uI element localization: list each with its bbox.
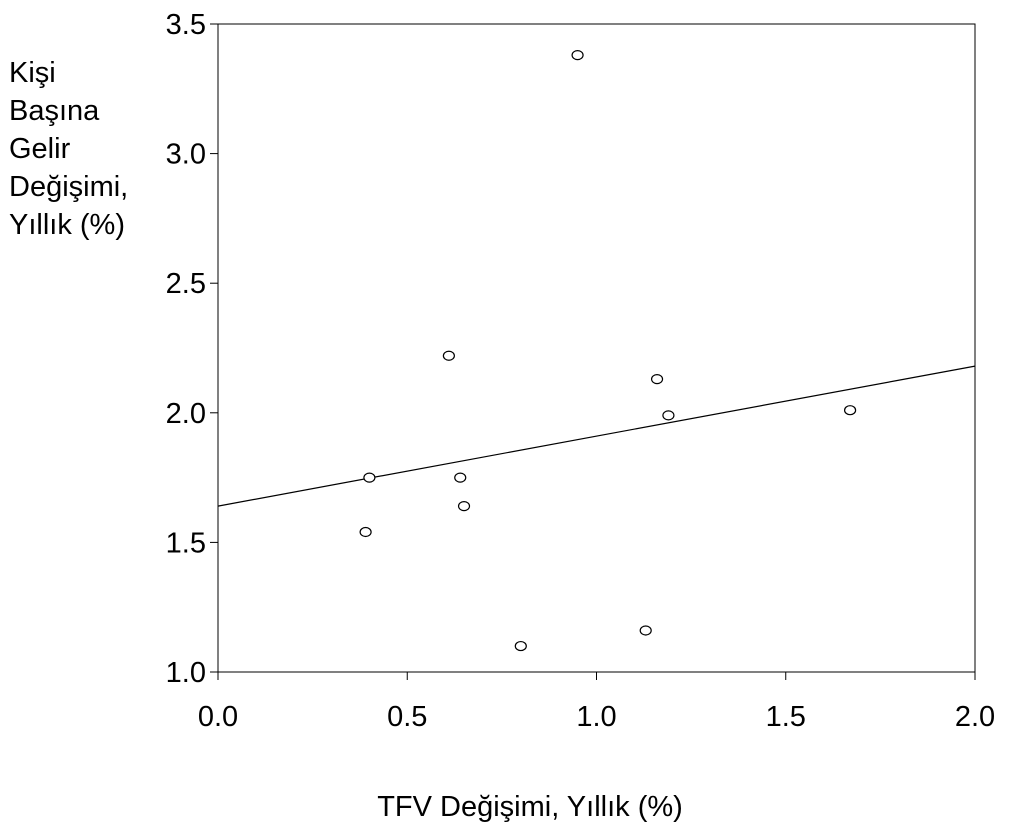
y-axis-label-line-2: Başına bbox=[9, 95, 100, 127]
y-tick-label: 2.0 bbox=[166, 398, 206, 430]
data-point bbox=[572, 51, 583, 60]
y-tick-label: 1.5 bbox=[166, 527, 206, 559]
x-tick-label: 1.5 bbox=[766, 701, 806, 733]
x-tick-label: 2.0 bbox=[955, 701, 995, 733]
data-point bbox=[845, 406, 856, 415]
y-axis-label: Kişi Başına Gelir Değişimi, Yıllık (%) bbox=[9, 57, 128, 241]
data-point bbox=[640, 626, 651, 635]
data-point bbox=[455, 473, 466, 482]
data-point bbox=[364, 473, 375, 482]
x-tick-label: 1.0 bbox=[576, 701, 616, 733]
y-tick-label: 3.0 bbox=[166, 139, 206, 171]
x-axis-label: TFV Değişimi, Yıllık (%) bbox=[377, 791, 683, 823]
y-axis-label-line-4: Değişimi, bbox=[9, 171, 128, 203]
y-tick-label: 1.0 bbox=[166, 657, 206, 689]
y-tick-label: 2.5 bbox=[166, 268, 206, 300]
y-axis-label-line-3: Gelir bbox=[9, 133, 71, 165]
x-tick-label: 0.5 bbox=[387, 701, 427, 733]
plot-frame bbox=[218, 24, 975, 672]
data-point bbox=[459, 502, 470, 511]
data-point bbox=[515, 642, 526, 651]
data-point bbox=[443, 351, 454, 360]
data-point bbox=[360, 528, 371, 537]
y-tick-label: 3.5 bbox=[166, 9, 206, 41]
data-point bbox=[652, 375, 663, 384]
y-axis-label-line-5: Yıllık (%) bbox=[9, 209, 125, 241]
y-axis-label-line-1: Kişi bbox=[9, 57, 56, 89]
x-tick-label: 0.0 bbox=[198, 701, 238, 733]
data-point bbox=[663, 411, 674, 420]
y-axis-ticks: 1.0 1.5 2.0 2.5 3.0 3.5 bbox=[166, 9, 218, 689]
x-axis-ticks: 0.0 0.5 1.0 1.5 2.0 bbox=[198, 672, 995, 733]
data-points bbox=[360, 51, 855, 651]
regression-line bbox=[218, 366, 975, 506]
